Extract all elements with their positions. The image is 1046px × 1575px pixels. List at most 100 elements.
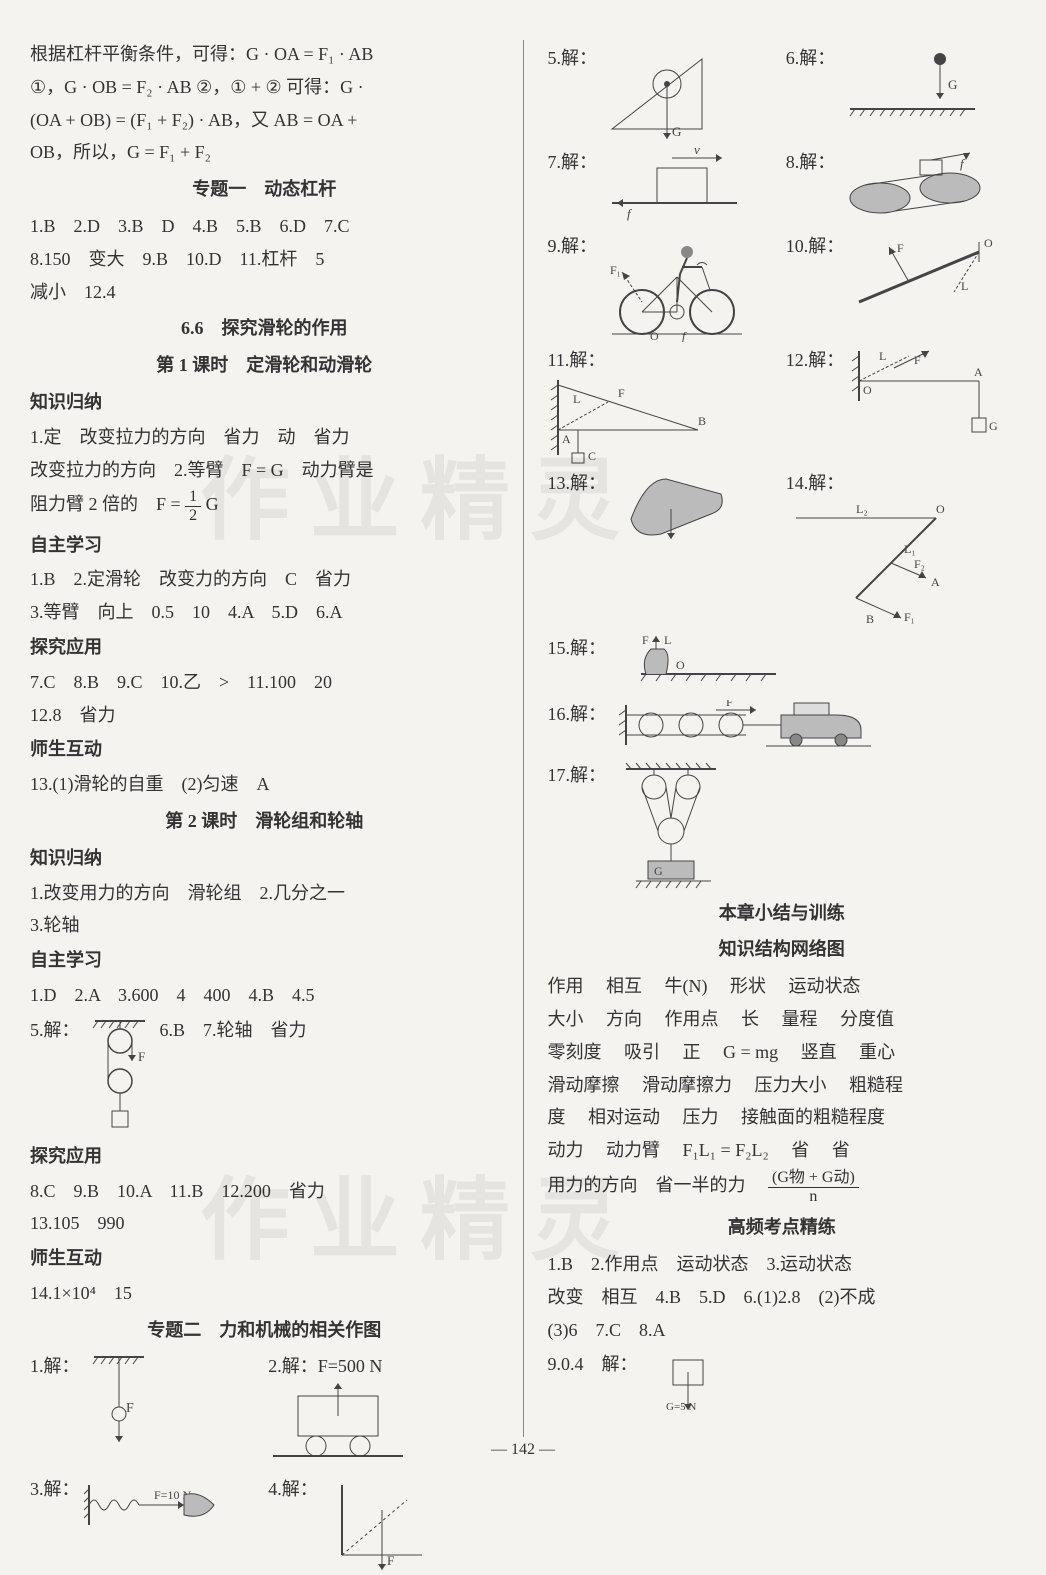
text-line: 1.D 2.A 3.600 4 400 4.B 4.5 — [30, 981, 499, 1010]
lever-figure: O F L — [849, 232, 999, 322]
solution-row: 17.解： G — [548, 761, 1017, 891]
section-heading: 第 2 课时 滑轮组和轮轴 — [30, 807, 499, 836]
svg-text:O: O — [863, 383, 872, 397]
svg-text:F: F — [387, 1553, 394, 1568]
block-figure: v f — [602, 148, 742, 228]
fraction-numerator: (G物 + G动) — [768, 1169, 859, 1188]
fraction-denominator: n — [768, 1188, 859, 1206]
text-line: 1.B 2.定滑轮 改变力的方向 C 省力 — [30, 565, 499, 594]
text-line: 3.等臂 向上 0.5 10 4.A 5.D 6.A — [30, 598, 499, 627]
svg-text:O: O — [650, 329, 659, 342]
svg-text:A: A — [974, 365, 983, 379]
left-column: 根据杠杆平衡条件，可得：G · OA = F₁ · AB ①，G · OB = … — [30, 40, 499, 1437]
fraction-numerator: 1 — [185, 488, 201, 507]
svg-text:O: O — [936, 502, 945, 516]
solution-label: 17.解： — [548, 761, 607, 790]
subheading: 知识归纳 — [30, 388, 499, 417]
label-g: G=5 N — [666, 1401, 696, 1413]
pulley-block-figure: G — [616, 761, 736, 891]
subheading: 探究应用 — [30, 633, 499, 662]
answer-line: 1.B 2.D 3.B D 4.B 5.B 6.D 7.C — [30, 212, 499, 241]
bike-figure: F₁ O f — [602, 232, 752, 342]
hammer-figure: F L O — [616, 634, 796, 694]
solution-label: 15.解： — [548, 634, 607, 663]
text-line: 8.C 9.B 10.A 11.B 12.200 省力 — [30, 1177, 499, 1206]
svg-text:L: L — [664, 634, 671, 647]
svg-text:F: F — [642, 634, 649, 647]
svg-text:G: G — [654, 864, 663, 878]
network-line: 滑动摩擦 滑动摩擦力 压力大小 粗糙程 — [548, 1071, 1017, 1100]
solution-label: 3.解： — [30, 1479, 80, 1499]
belt-figure: f — [840, 148, 990, 228]
force-figure: G=5 N — [648, 1350, 738, 1420]
subheading: 自主学习 — [30, 531, 499, 560]
wall-lever-figure: L F O A G — [849, 346, 1009, 446]
answer-line: 减小 12.4 — [30, 278, 499, 307]
answer-line: 8.150 变大 9.B 10.D 11.杠杆 5 — [30, 245, 499, 274]
fraction: (G物 + G动) n — [768, 1169, 859, 1205]
solution-label: 5.解： — [30, 1016, 80, 1045]
svg-text:L: L — [573, 392, 580, 406]
svg-text:L₂: L₂ — [856, 502, 868, 516]
network-line: 动力 动力臂 F₁L₁ = F₂L₂ 省 省 — [548, 1136, 1017, 1165]
solution-label: 6.解： — [786, 48, 836, 68]
subheading: 知识归纳 — [30, 844, 499, 873]
solution-label: 4.解： — [268, 1479, 318, 1499]
text-line: ①，G · OB = F₂ · AB ②，① + ② 可得：G · — [30, 73, 499, 102]
network-line: 度 相对运动 压力 接触面的粗糙程度 — [548, 1103, 1017, 1132]
solution-pair: 7.解： v f 8.解： — [548, 148, 1017, 228]
svg-text:F₁: F₁ — [904, 610, 915, 624]
svg-text:F₁: F₁ — [610, 263, 621, 277]
svg-text:A: A — [562, 432, 571, 446]
svg-text:L₁: L₁ — [904, 542, 916, 556]
text-line: (3)6 7.C 8.A — [548, 1316, 1017, 1345]
svg-text:B: B — [866, 612, 874, 626]
section-heading: 本章小结与训练 — [548, 899, 1017, 928]
solution-label: 9.0.4 解： — [548, 1350, 638, 1379]
label-g: G — [948, 77, 957, 92]
section-heading: 6.6 探究滑轮的作用 — [30, 314, 499, 343]
section-heading: 高频考点精练 — [548, 1213, 1017, 1242]
column-divider — [523, 40, 524, 1437]
solution-label: 7.解： — [548, 152, 598, 172]
lever-arm-figure: L₂ O L₁ F₂ A F₁ B — [786, 498, 956, 628]
text-line: 1.改变用力的方向 滑轮组 2.几分之一 — [30, 879, 499, 908]
solution-label: 1.解： — [30, 1356, 80, 1376]
text-line: 7.C 8.B 9.C 10.乙 > 11.100 20 — [30, 668, 499, 697]
subheading: 探究应用 — [30, 1142, 499, 1171]
svg-text:O: O — [676, 658, 685, 672]
text-line: 3.轮轴 — [30, 911, 499, 940]
solution-label: 12.解： — [786, 350, 845, 370]
scoop-figure — [611, 469, 741, 549]
solution-row: 15.解： F L O — [548, 634, 1017, 694]
svg-text:F: F — [126, 1401, 134, 1416]
solution-pair: 11.解： L F A B C — [548, 346, 1017, 465]
subheading: 师生互动 — [30, 1244, 499, 1273]
svg-text:C: C — [588, 449, 596, 463]
network-line: 用力的方向 省一半的力 (G物 + G动) n — [548, 1169, 1017, 1205]
solution-label: 14.解： — [786, 473, 845, 493]
solution-label: 10.解： — [786, 236, 845, 256]
solution-label: 9.解： — [548, 236, 598, 256]
page-content: 根据杠杆平衡条件，可得：G · OA = F₁ · AB ①，G · OB = … — [30, 40, 1016, 1437]
text: 阻力臂 2 倍的 F = — [30, 495, 185, 515]
pulley-figure: F — [90, 1016, 150, 1136]
subheading: 师生互动 — [30, 735, 499, 764]
svg-text:f: f — [682, 329, 687, 342]
incline-figure: G — [602, 44, 722, 144]
gravity-figure: G — [840, 44, 980, 124]
svg-text:B: B — [698, 414, 706, 428]
text-line: 1.定 改变拉力的方向 省力 动 省力 — [30, 423, 499, 452]
fraction: 1 2 — [185, 488, 201, 524]
solution-row: 5.解： F — [30, 1016, 499, 1136]
svg-text:F: F — [897, 241, 904, 255]
svg-text:F: F — [914, 353, 921, 367]
svg-text:f: f — [627, 206, 633, 221]
text-line: 14.1×10⁴ 15 — [30, 1279, 499, 1308]
solution-pair: 3.解： F=10 N 4.解： — [30, 1475, 499, 1575]
svg-text:O: O — [984, 236, 993, 250]
svg-text:A: A — [931, 575, 940, 589]
solution-label: 5.解： — [548, 48, 598, 68]
svg-text:L: L — [961, 279, 968, 293]
solution-label: 8.解： — [786, 152, 836, 172]
